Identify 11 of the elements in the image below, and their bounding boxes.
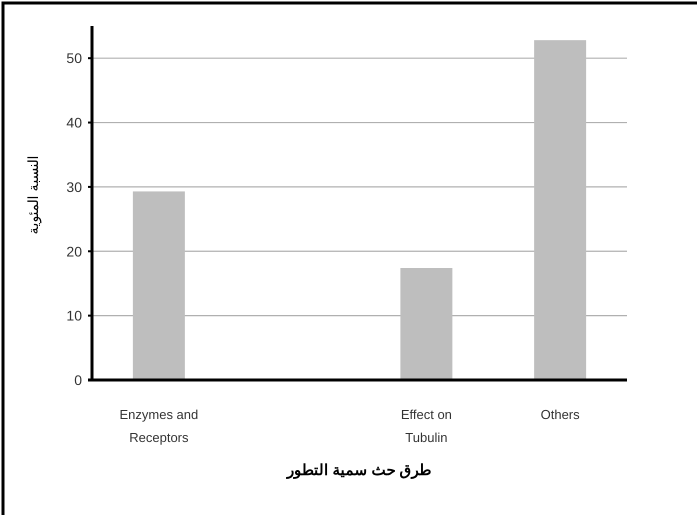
y-tick-label: 50 [66, 50, 82, 66]
x-tick-label: Enzymes and Receptors [119, 407, 198, 445]
x-axis-title: طرق حث سمية التطور [286, 462, 432, 479]
y-tick-label: 10 [66, 308, 82, 324]
y-axis-title: النسبة المئوية [25, 156, 42, 234]
y-tick-label: 20 [66, 243, 82, 260]
x-tick-label: Effect on Tubulin [400, 407, 452, 445]
y-tick-label: 0 [74, 372, 82, 388]
y-tick-label: 30 [66, 178, 82, 195]
y-tick-label: 40 [66, 114, 82, 131]
x-tick-label: Others [540, 407, 580, 422]
